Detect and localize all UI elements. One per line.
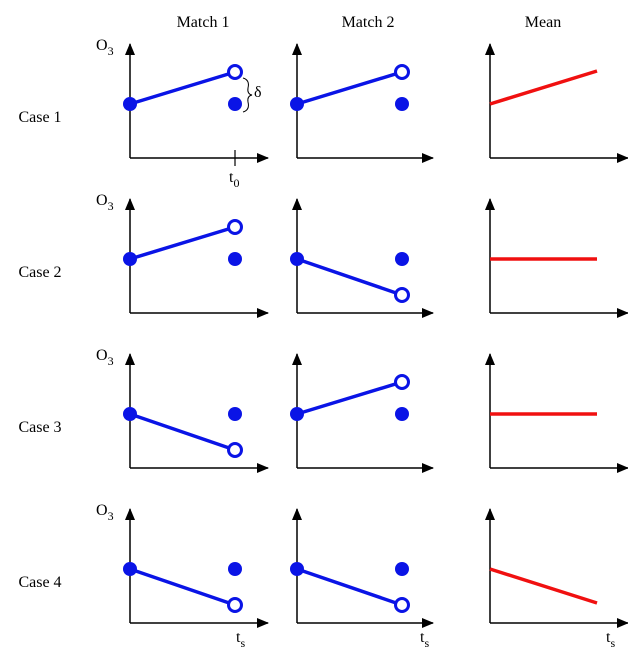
time-axis-label: ts (420, 629, 429, 650)
column-header: Mean (525, 14, 561, 31)
reference-point (395, 97, 409, 111)
reference-point (395, 562, 409, 576)
end-point (227, 442, 243, 458)
start-point (123, 252, 137, 266)
mean-line (489, 69, 598, 106)
match-line (296, 567, 403, 607)
y-axis-label-sub: 3 (108, 509, 114, 523)
t0-label-base: t (229, 169, 234, 186)
reference-point (395, 407, 409, 421)
reference-point (395, 252, 409, 266)
start-point (123, 562, 137, 576)
time-axis-label-sub: s (610, 636, 615, 650)
start-point (290, 97, 304, 111)
start-point (290, 252, 304, 266)
y-axis-label-base: O (96, 502, 108, 519)
start-point (290, 407, 304, 421)
start-point (123, 97, 137, 111)
time-axis-label-base: t (236, 629, 241, 646)
time-axis-label-base: t (420, 629, 425, 646)
match-line (296, 380, 403, 416)
t0-label: t0 (229, 169, 239, 190)
y-axis-label-base: O (96, 347, 108, 364)
start-point (123, 407, 137, 421)
time-axis-label: ts (236, 629, 245, 650)
match-line (296, 257, 403, 297)
end-point (394, 374, 410, 390)
delta-label: δ (254, 84, 262, 101)
match-line (296, 70, 403, 106)
row-label: Case 1 (18, 109, 61, 126)
y-axis-label: O3 (96, 192, 114, 213)
time-axis-label-base: t (606, 629, 611, 646)
match-line (129, 412, 236, 452)
t0-label-sub: 0 (233, 176, 239, 190)
time-axis-label: ts (606, 629, 615, 650)
end-point (227, 597, 243, 613)
row-label: Case 3 (18, 419, 61, 436)
column-header: Match 1 (177, 14, 230, 31)
end-point (394, 64, 410, 80)
reference-point (228, 97, 242, 111)
column-header: Match 2 (342, 14, 395, 31)
y-axis-label: O3 (96, 37, 114, 58)
end-point (227, 64, 243, 80)
reference-point (228, 562, 242, 576)
y-axis-label: O3 (96, 502, 114, 523)
end-point (394, 597, 410, 613)
y-axis-label-sub: 3 (108, 354, 114, 368)
row-label: Case 4 (18, 574, 61, 591)
reference-point (228, 252, 242, 266)
match-line (129, 70, 236, 106)
y-axis-label-base: O (96, 192, 108, 209)
y-axis-label-base: O (96, 37, 108, 54)
time-axis-label-sub: s (424, 636, 429, 650)
row-label: Case 2 (18, 264, 61, 281)
y-axis-label-sub: 3 (108, 44, 114, 58)
time-axis-label-sub: s (240, 636, 245, 650)
reference-point (228, 407, 242, 421)
delta-brace (242, 77, 253, 113)
y-axis-label: O3 (96, 347, 114, 368)
match-line (129, 225, 236, 261)
start-point (290, 562, 304, 576)
mean-line (489, 567, 598, 605)
end-point (227, 219, 243, 235)
end-point (394, 287, 410, 303)
match-line (129, 567, 236, 607)
y-axis-label-sub: 3 (108, 199, 114, 213)
